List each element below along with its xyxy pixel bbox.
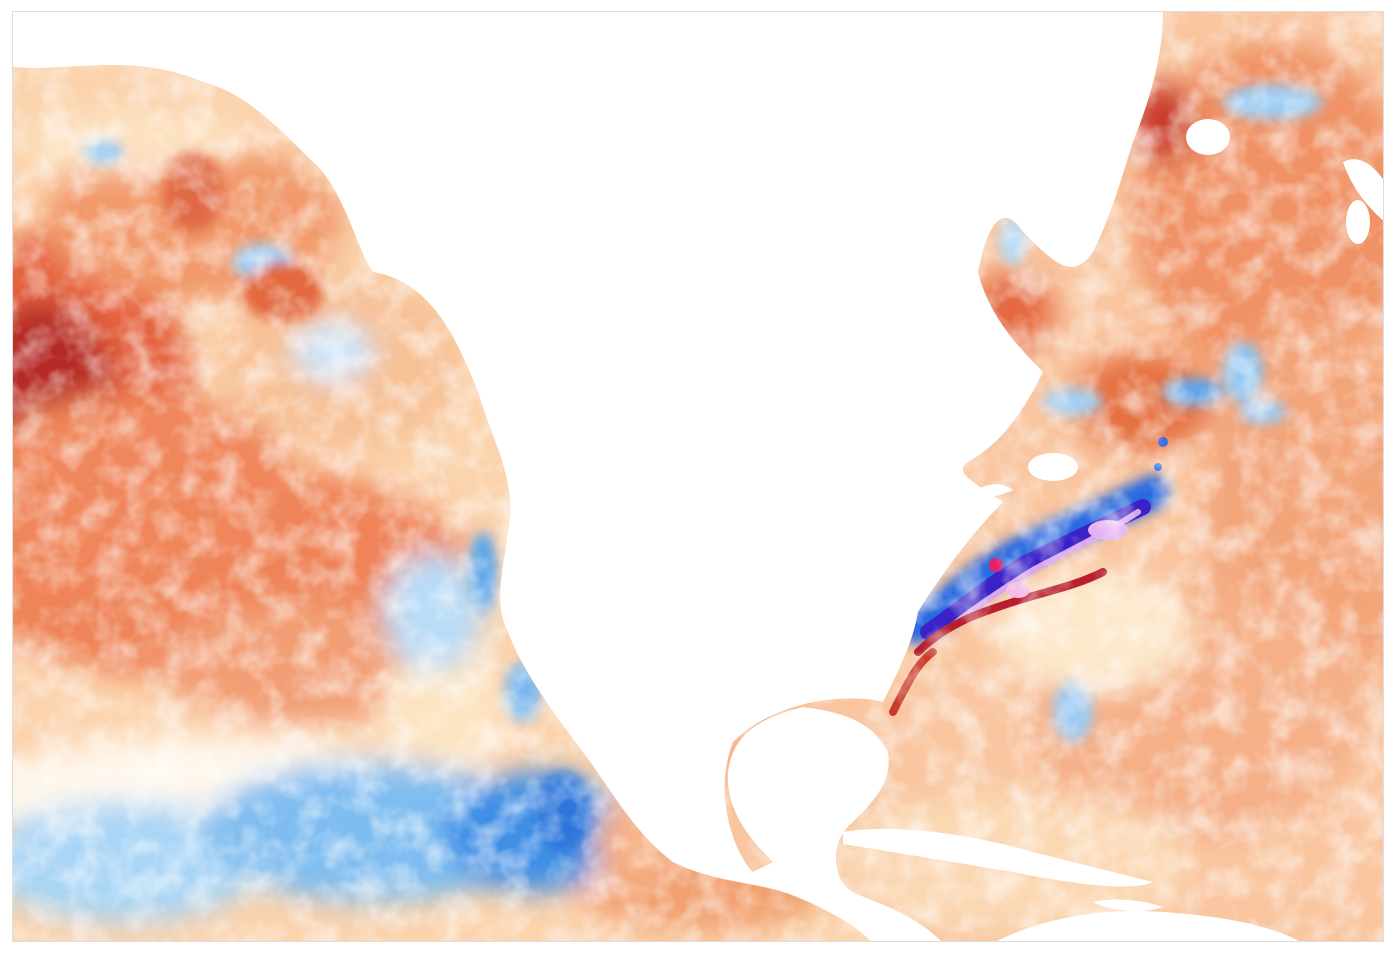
north-pacific xyxy=(13,65,873,941)
map-frame xyxy=(12,11,1384,942)
land-masks xyxy=(843,119,1383,941)
sst-anomaly-map[interactable] xyxy=(13,12,1384,942)
